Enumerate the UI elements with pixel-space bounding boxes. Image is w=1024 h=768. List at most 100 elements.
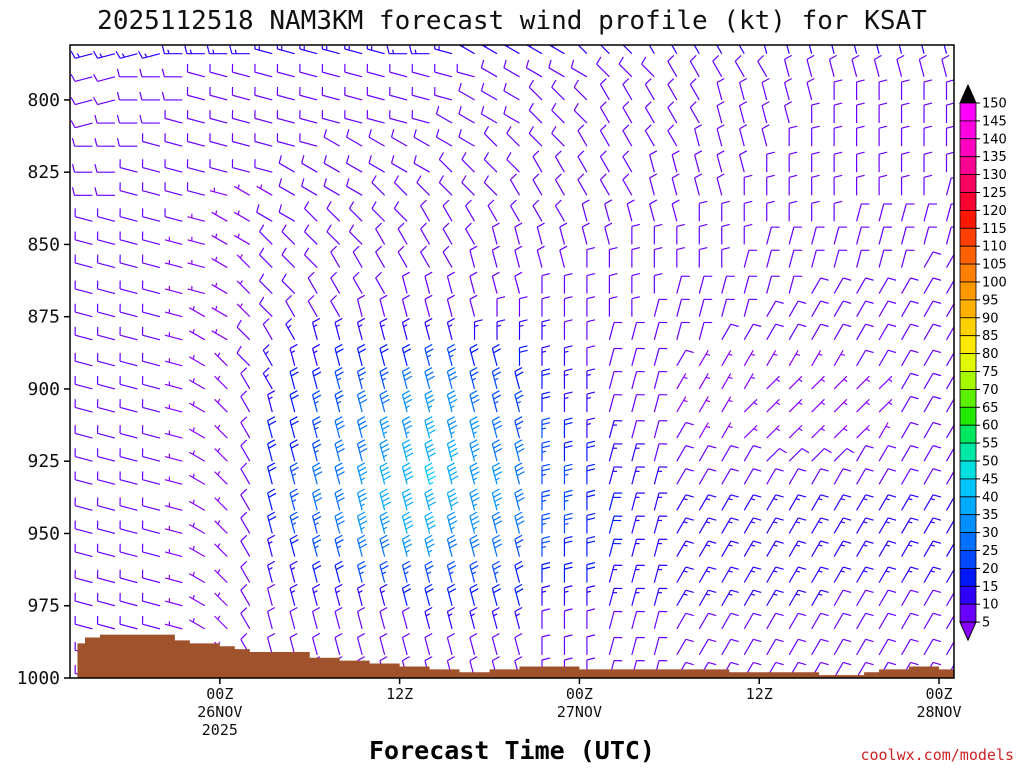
wind-barb (898, 45, 903, 54)
wind-barb (356, 462, 368, 485)
colorbar-segment (959, 514, 977, 534)
wind-barb (209, 87, 228, 101)
wind-barb (698, 373, 711, 390)
wind-barb (878, 203, 892, 222)
wind-barb (721, 298, 735, 317)
wind-barb (653, 466, 668, 485)
wind-barb (856, 125, 865, 147)
wind-barb (676, 349, 694, 367)
terrain-area (77, 634, 954, 678)
wind-barb (397, 222, 408, 245)
colorbar-label: 105 (982, 258, 1007, 273)
wind-barb (514, 632, 523, 656)
wind-barb (411, 110, 430, 124)
wind-barb (923, 79, 933, 100)
wind-barb (878, 517, 897, 534)
wind-barb (368, 129, 385, 147)
wind-barb (187, 213, 206, 222)
wind-barb (356, 560, 367, 583)
wind-barb (698, 638, 717, 656)
wind-barb (676, 612, 694, 630)
wind-barb (424, 560, 434, 583)
wind-barb (188, 427, 206, 439)
colorbar: 1501451401351301251201151101051009590858… (959, 83, 1007, 642)
wind-barb (424, 583, 434, 606)
wind-barb (469, 271, 478, 294)
wind-barb (141, 615, 161, 630)
wind-barb (401, 367, 413, 390)
wind-barb (806, 54, 815, 77)
wind-barb (563, 489, 573, 511)
wind-barb (694, 124, 703, 147)
wind-barb (285, 318, 296, 341)
wind-barb (721, 422, 733, 439)
wind-barb (96, 254, 116, 269)
wind-barb (401, 488, 414, 511)
wind-barb (141, 425, 161, 439)
wind-barb (188, 354, 206, 367)
wind-barb (608, 564, 623, 583)
wind-barb (311, 511, 322, 534)
wind-barb (878, 494, 897, 511)
wind-barb (389, 63, 408, 78)
wind-barb (586, 417, 596, 439)
wind-barb (334, 462, 345, 485)
wind-barb (289, 583, 298, 606)
wind-barb (716, 150, 725, 173)
wind-barb (188, 594, 206, 607)
wind-barb (188, 450, 206, 462)
wind-barb (209, 159, 228, 173)
wind-barb (641, 56, 655, 78)
wind-barb (608, 420, 623, 439)
wind-barb (541, 634, 551, 655)
wind-barb (356, 632, 366, 656)
wind-barb (458, 105, 475, 124)
wind-barb (811, 200, 820, 222)
wind-barb (676, 517, 694, 534)
wind-barb (743, 223, 753, 245)
wind-barb (761, 78, 770, 101)
wind-barb (254, 159, 273, 173)
wind-barb (667, 78, 678, 101)
wind-barb (743, 373, 756, 390)
wind-barb (424, 439, 436, 462)
wind-barb (923, 395, 942, 413)
wind-barb (321, 45, 340, 55)
wind-barb (788, 375, 803, 390)
wind-barb (676, 421, 694, 439)
wind-barb (761, 101, 770, 124)
wind-barb (626, 199, 635, 222)
wind-barb (303, 224, 318, 245)
wind-barb (141, 569, 161, 584)
wind-barb (653, 492, 668, 511)
wind-barb (491, 245, 500, 268)
wind-barb (187, 236, 206, 246)
wind-barb (240, 439, 251, 462)
wind-barb (186, 133, 206, 147)
wind-barb (469, 632, 478, 656)
wind-barb (878, 125, 888, 147)
wind-barb (900, 174, 910, 196)
wind-barb (541, 512, 551, 534)
wind-barb (856, 398, 871, 413)
wind-barb (514, 245, 523, 268)
wind-barb (267, 462, 277, 485)
colorbar-label: 45 (982, 472, 999, 487)
wind-barb (811, 323, 829, 341)
wind-barb (599, 78, 610, 101)
wind-barb (833, 200, 843, 222)
wind-barb (356, 511, 368, 534)
wind-barb (371, 175, 386, 196)
wind-barb (240, 367, 251, 390)
wind-barb (945, 125, 954, 147)
wind-barb (833, 125, 843, 147)
x-axis-label: Forecast Time (UTC) (369, 736, 655, 765)
wind-barb (409, 45, 430, 55)
wind-barb (878, 277, 897, 294)
wind-barb (442, 245, 453, 268)
chart-title: 2025112518 NAM3KM forecast wind profile … (97, 6, 927, 36)
wind-barb (901, 566, 919, 583)
wind-barb (446, 534, 458, 557)
wind-barb (506, 152, 520, 173)
y-tick-label: 800 (27, 90, 60, 111)
